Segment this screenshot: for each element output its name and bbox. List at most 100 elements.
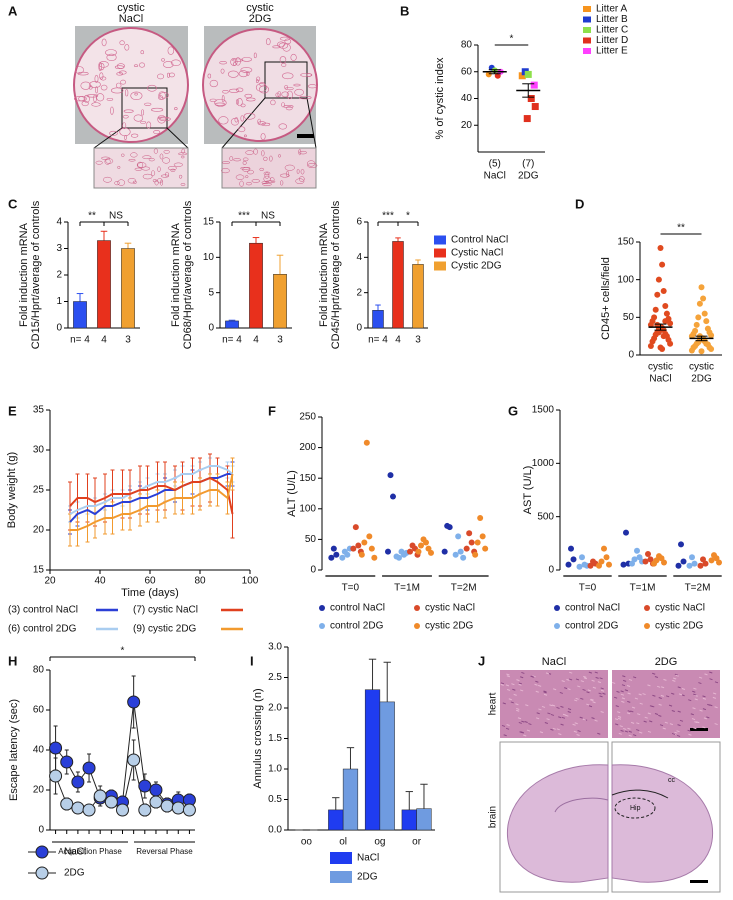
tissue-texture [244, 93, 253, 98]
legend-swatch [319, 605, 325, 611]
data-point [160, 799, 174, 813]
tissue-texture [620, 693, 625, 696]
data-point [606, 561, 612, 568]
tissue-texture [624, 689, 629, 692]
bar [416, 808, 432, 831]
tissue-texture [691, 718, 696, 721]
tissue-texture [623, 679, 627, 682]
tissue-texture [506, 675, 511, 678]
tissue-texture [621, 697, 626, 700]
tissue-texture [221, 161, 231, 164]
tissue-texture [246, 71, 250, 76]
tissue-texture [130, 152, 138, 158]
tissue-texture [286, 90, 293, 100]
tissue-texture [567, 708, 572, 711]
data-point [716, 559, 722, 566]
image-title: cystic [246, 2, 274, 14]
bar [401, 809, 417, 831]
tissue-texture [109, 130, 118, 136]
tissue-texture [240, 67, 253, 73]
data-point [645, 551, 651, 557]
tissue-texture [277, 91, 282, 98]
tissue-texture [620, 729, 624, 732]
tissue-texture [644, 716, 648, 719]
data-point [601, 545, 607, 552]
tissue-texture [261, 181, 270, 184]
data-point [698, 284, 705, 291]
tissue-texture [677, 724, 681, 727]
data-point [655, 276, 662, 283]
tissue-texture [170, 59, 181, 66]
tissue-texture [284, 164, 295, 171]
tissue-texture [668, 704, 673, 707]
data-point [698, 348, 705, 355]
panel-label: B [400, 3, 409, 18]
tissue-texture [619, 725, 623, 728]
tissue-texture [142, 155, 152, 160]
data-point [82, 761, 96, 775]
image-title: NaCl [119, 13, 143, 25]
tissue-texture [306, 73, 312, 77]
tissue-texture [299, 95, 312, 100]
phase-label: Reversal Phase [136, 847, 193, 856]
data-point [355, 542, 362, 549]
series-line [69, 465, 234, 515]
data-point [363, 439, 370, 446]
y-tick-label: 0 [56, 323, 62, 334]
tissue-texture [534, 683, 538, 686]
tissue-texture [116, 72, 124, 76]
x-tick-label: 40 [94, 576, 106, 587]
tissue-texture [148, 158, 155, 162]
image-title: cystic [117, 2, 145, 14]
data-point [452, 551, 459, 558]
column-label: 2DG [655, 656, 678, 668]
tissue-texture [133, 64, 139, 67]
tissue-texture [679, 719, 684, 722]
tissue-texture [146, 121, 152, 129]
data-point [596, 562, 602, 569]
tissue-texture [659, 724, 664, 727]
bar [392, 241, 404, 329]
series-line [70, 473, 234, 531]
tissue-texture [240, 167, 251, 170]
tissue-texture [240, 103, 246, 108]
y-axis-label: CD45/Hprt/average of controls [330, 200, 342, 349]
tissue-texture [141, 109, 145, 116]
tissue-texture [660, 686, 665, 689]
tissue-texture [260, 133, 266, 140]
tissue-texture [124, 135, 127, 140]
y-tick-label: 0 [38, 825, 44, 836]
panel-label: I [250, 653, 254, 668]
data-point [647, 321, 654, 328]
tissue-texture [677, 686, 681, 689]
tissue-texture [153, 148, 158, 154]
tissue-texture [597, 681, 602, 684]
tissue-texture [140, 120, 146, 124]
y-axis-label: Annulus crossing (n) [252, 688, 264, 788]
tissue-texture [552, 727, 556, 730]
tissue-texture [221, 95, 225, 103]
x-tick-label: 3 [125, 335, 131, 346]
tissue-texture [647, 684, 651, 687]
tissue-texture [594, 719, 598, 722]
y-tick-label: 500 [537, 511, 554, 522]
x-tick-label: 4 [395, 335, 401, 346]
data-point [460, 554, 467, 561]
tissue-texture [583, 677, 588, 680]
tissue-texture [681, 694, 685, 697]
tissue-texture [639, 731, 643, 734]
tissue-texture [114, 181, 120, 186]
legend-label: (3) control NaCl [8, 605, 78, 616]
tissue-texture [652, 672, 656, 675]
tissue-texture [582, 688, 586, 691]
data-point [49, 769, 63, 783]
data-point [680, 558, 687, 565]
tissue-texture [545, 672, 550, 675]
kidney-section [73, 27, 189, 143]
tissue-texture [672, 679, 676, 682]
tissue-texture [230, 58, 238, 66]
y-tick-label: 5 [208, 287, 214, 298]
y-tick-label: 80 [461, 40, 473, 51]
series-line [55, 701, 190, 805]
tissue-texture [621, 684, 626, 687]
